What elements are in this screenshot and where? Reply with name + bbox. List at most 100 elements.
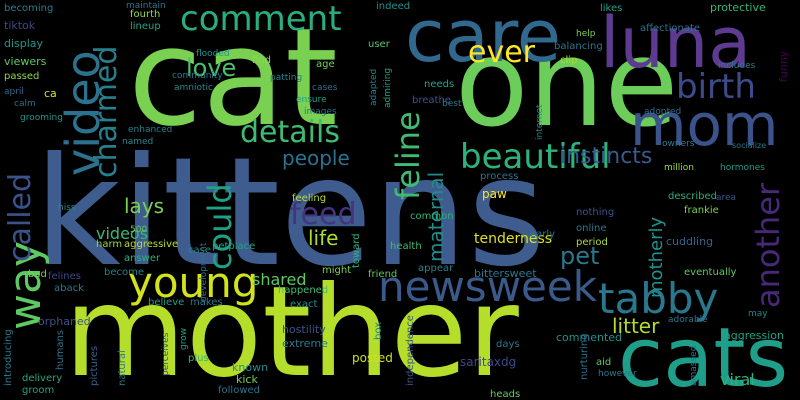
- cloud-word: protective: [710, 1, 766, 14]
- cloud-word: internet: [535, 104, 545, 140]
- cloud-word: balancing: [554, 41, 603, 52]
- cloud-word: birth: [676, 67, 756, 107]
- cloud-word: called: [3, 172, 38, 262]
- cloud-word: process: [480, 171, 519, 182]
- cloud-word: 500: [130, 225, 148, 235]
- cloud-word: affectionate: [640, 23, 701, 34]
- cloud-word: young: [128, 258, 259, 307]
- cloud-word: aggression: [724, 329, 784, 342]
- cloud-word: ever: [468, 35, 536, 70]
- cloud-word: needs: [424, 79, 455, 90]
- cloud-word: display: [4, 37, 44, 50]
- cloud-word: named: [122, 137, 154, 147]
- cloud-word: hostility: [282, 323, 326, 336]
- cloud-word: harm: [96, 239, 123, 250]
- cloud-word: pet: [560, 242, 600, 270]
- cloud-word: petplace: [212, 241, 256, 252]
- cloud-word: adopted: [644, 107, 682, 117]
- cloud-word: period: [576, 237, 608, 248]
- cloud-word: another: [749, 182, 787, 308]
- cloud-word: april: [4, 87, 24, 97]
- cloud-word: admiring: [383, 67, 393, 108]
- cloud-word: nothing: [576, 207, 615, 218]
- cloud-word: charmed: [89, 45, 124, 178]
- cloud-word: includes: [718, 61, 756, 71]
- cloud-word: cat: [128, 0, 338, 156]
- cloud-word: flooded: [196, 49, 230, 59]
- cloud-word: ensure: [296, 95, 327, 105]
- cloud-word: images: [304, 107, 337, 117]
- cloud-word: amassed: [689, 345, 699, 386]
- cloud-word: might: [322, 265, 352, 276]
- cloud-word: friend: [368, 269, 398, 280]
- cloud-word: cats: [618, 311, 789, 400]
- cloud-word: delivery: [22, 373, 63, 384]
- cloud-word: likes: [600, 3, 623, 14]
- cloud-word: people: [282, 146, 350, 170]
- cloud-word: hormones: [720, 163, 765, 173]
- cloud-word: viewers: [4, 55, 47, 68]
- cloud-word: however: [598, 369, 637, 379]
- cloud-word: age: [316, 59, 335, 70]
- cloud-word: calm: [14, 99, 36, 109]
- cloud-word: toward: [351, 233, 362, 268]
- cloud-word: feline: [389, 111, 427, 200]
- cloud-word: eventually: [684, 267, 737, 278]
- cloud-word: may: [748, 309, 768, 319]
- cloud-word: frankie: [684, 205, 719, 216]
- cloud-word: paw: [482, 187, 507, 201]
- cloud-word: indeed: [376, 1, 411, 12]
- cloud-word: believe: [148, 297, 185, 308]
- cloud-word: newsweek: [378, 262, 598, 311]
- cloud-word: funny: [777, 50, 790, 82]
- cloud-word: saritaxdg: [460, 355, 517, 369]
- cloud-word: tiktok: [4, 19, 36, 32]
- cloud-word: love: [186, 54, 237, 82]
- cloud-word: lineup: [130, 21, 161, 32]
- cloud-word: become: [104, 267, 145, 278]
- cloud-word: makes: [190, 297, 223, 308]
- cloud-word: health: [390, 241, 422, 252]
- cloud-word: viral: [720, 370, 755, 389]
- cloud-word: followed: [218, 385, 260, 396]
- cloud-word: comment: [180, 0, 342, 39]
- cloud-word: passed: [4, 71, 40, 82]
- cloud-word: bad: [28, 269, 47, 280]
- cloud-word: luna: [600, 2, 752, 84]
- cloud-word: felines: [48, 271, 81, 282]
- cloud-word: instincts: [560, 144, 653, 169]
- cloud-word: details: [240, 115, 340, 150]
- cloud-word: fourth: [130, 9, 161, 20]
- cloud-word: life: [308, 226, 339, 250]
- cloud-word: groom: [22, 385, 55, 396]
- cloud-word: mom: [630, 91, 779, 159]
- cloud-word: appear: [418, 263, 454, 274]
- cloud-word: user: [368, 39, 390, 50]
- cloud-word: tenderness: [474, 231, 553, 247]
- cloud-word: adapted: [369, 68, 379, 106]
- cloud-word: natural: [117, 350, 128, 386]
- cloud-word: lays: [124, 194, 165, 218]
- cloud-word: enhanced: [128, 125, 173, 135]
- cloud-word: feeling: [292, 193, 327, 204]
- cloud-word: exact: [290, 299, 318, 310]
- cloud-word: hiss: [58, 203, 76, 213]
- cloud-word: posted: [352, 351, 393, 365]
- cloud-word: find: [252, 55, 271, 66]
- cloud-word: cases: [312, 83, 338, 93]
- cloud-word: ca: [44, 87, 57, 100]
- cloud-word: case: [188, 245, 211, 256]
- cloud-word: socialize: [732, 141, 767, 150]
- cloud-word: known: [232, 361, 269, 374]
- cloud-word: owners: [662, 139, 695, 149]
- cloud-word: area: [716, 193, 737, 203]
- cloud-word: aid: [596, 357, 612, 368]
- cloud-word: care: [405, 0, 562, 78]
- cloud-word: clip: [560, 55, 578, 66]
- cloud-word: aback: [54, 283, 84, 294]
- cloud-word: amniotic: [174, 83, 213, 93]
- cloud-word: tabby: [598, 274, 719, 323]
- cloud-word: online: [576, 223, 607, 234]
- cloud-word: orphaned: [38, 315, 91, 328]
